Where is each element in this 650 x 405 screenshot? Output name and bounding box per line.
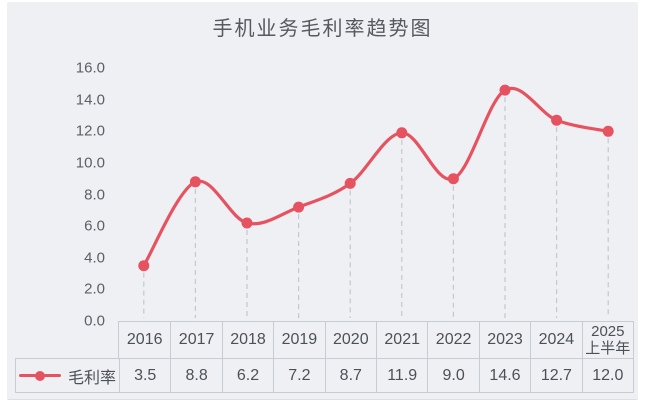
data-point-2024[interactable] <box>551 114 563 126</box>
table-year-cell: 2018 <box>221 322 273 358</box>
table-value-row: 毛利率 3.5 8.8 6.2 7.2 8.7 11.9 9.0 14.6 12.7 12.0 <box>15 358 634 393</box>
data-point-2021[interactable] <box>396 127 408 139</box>
legend-label: 毛利率 <box>67 369 116 387</box>
table-value-cell: 8.7 <box>324 359 376 392</box>
table-value-cell: 3.5 <box>119 359 170 392</box>
table-year-cell: 2019 <box>273 322 324 358</box>
y-axis: 16.0 14.0 12.0 10.0 8.0 6.0 4.0 2.0 0.0 <box>40 0 105 405</box>
table-year-cell: 2017 <box>170 322 221 358</box>
legend-line-dot-icon <box>18 370 61 381</box>
data-point-2025上半年[interactable] <box>602 125 614 137</box>
y-axis-tick-label: 16.0 <box>75 59 105 77</box>
data-point-2020[interactable] <box>344 177 356 189</box>
y-axis-tick-label: 8.0 <box>84 186 105 203</box>
data-point-2016[interactable] <box>138 260 150 272</box>
table-header-row: 2016 2017 2018 2019 2020 2021 2022 2023 2024 2025… <box>118 321 634 359</box>
table-year-cell: 2021 <box>376 322 427 358</box>
legend-item[interactable]: 毛利率 <box>16 359 119 392</box>
table-year-cell: 2023 <box>478 322 530 358</box>
table-value-cell: 11.9 <box>376 359 427 392</box>
series-line <box>142 86 610 268</box>
chart-title: 手机业务毛利率趋势图 <box>212 18 433 40</box>
table-year-cell: 2022 <box>427 322 478 358</box>
table-value-cell: 14.6 <box>478 359 530 392</box>
y-axis-tick-label: 6.0 <box>84 217 105 235</box>
data-point-2022[interactable] <box>447 173 459 185</box>
y-axis-tick-label: 12.0 <box>75 122 105 140</box>
table-value-cell: 9.0 <box>427 359 478 392</box>
y-axis-tick-label: 14.0 <box>75 91 105 109</box>
table-year-cell: 2020 <box>324 322 376 358</box>
data-point-2019[interactable] <box>293 201 305 213</box>
table-value-cell: 12.0 <box>581 359 633 392</box>
y-axis-tick-label: 4.0 <box>84 249 105 267</box>
table-value-cell: 6.2 <box>221 359 273 392</box>
table-value-cell: 12.7 <box>530 359 581 392</box>
y-axis-tick-label: 2.0 <box>84 280 105 298</box>
data-point-2023[interactable] <box>499 84 511 96</box>
table-value-cell: 8.8 <box>170 359 221 392</box>
table-year-cell: 2016 <box>126 331 163 348</box>
y-axis-tick-label: 10.0 <box>75 154 105 172</box>
data-point-2018[interactable] <box>241 217 253 229</box>
data-point-2017[interactable] <box>189 176 201 188</box>
table-year-cell: 2024 <box>530 322 581 358</box>
table-year-cell: 2025 上半年 <box>581 322 633 358</box>
y-axis-tick-label: 0.0 <box>84 312 105 330</box>
table-value-cell: 7.2 <box>273 359 324 392</box>
